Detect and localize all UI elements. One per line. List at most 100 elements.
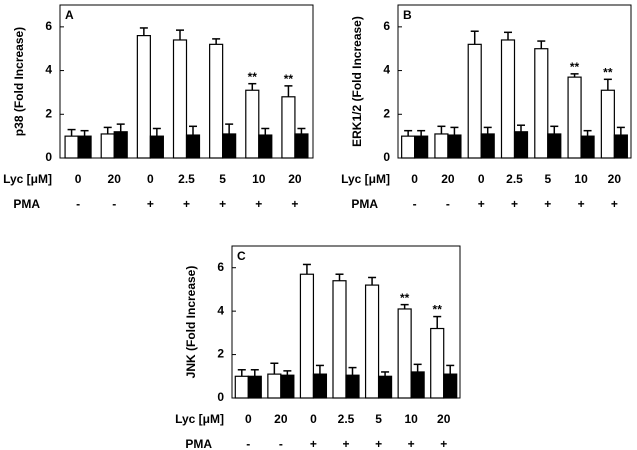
x-tick-label: + [147, 197, 154, 211]
bar [113, 131, 128, 159]
y-tick-label: 2 [383, 106, 390, 120]
x-tick-label: - [413, 197, 417, 211]
bar [377, 375, 393, 399]
bar [414, 135, 429, 159]
bar [430, 327, 445, 399]
bar [613, 134, 628, 159]
bar [443, 373, 458, 399]
bar [299, 273, 315, 399]
x-tick-label: 10 [574, 172, 588, 186]
x-tick-label: 10 [404, 412, 418, 426]
x-tick-label: 20 [608, 172, 622, 186]
x-tick-label: 20 [441, 172, 455, 186]
y-tick-label: 0 [45, 150, 52, 164]
panel-label: C [237, 249, 246, 263]
x-tick-label: 5 [375, 412, 382, 426]
y-tick-label: 0 [217, 390, 224, 404]
annotation: ** [570, 60, 580, 74]
x-tick-label: - [446, 197, 450, 211]
bar [410, 371, 425, 399]
x-tick-label: 2.5 [338, 412, 355, 426]
bar [434, 133, 449, 159]
x-tick-label: 0 [411, 172, 418, 186]
bar [513, 131, 529, 159]
x-tick-label: + [440, 437, 447, 450]
bar [234, 375, 249, 399]
bar [580, 135, 595, 159]
x-tick-label: + [255, 197, 262, 211]
bar [364, 284, 380, 399]
y-tick-label: 2 [45, 106, 52, 120]
annotation: ** [248, 70, 258, 84]
y-tick-label: 2 [217, 347, 224, 361]
bar [547, 133, 562, 159]
x-tick-label: 0 [245, 412, 252, 426]
bar [294, 133, 309, 159]
y-tick-label: 4 [45, 63, 52, 77]
x-tick-label: 0 [310, 412, 317, 426]
x-tick-label: + [578, 197, 585, 211]
bar [136, 34, 151, 159]
x-tick-label: + [478, 197, 485, 211]
bar [534, 48, 549, 159]
bar [258, 134, 273, 159]
bar [222, 133, 237, 159]
x-tick-label: + [611, 197, 618, 211]
x-row-label: PMA [351, 197, 378, 211]
y-tick-label: 6 [383, 19, 390, 33]
x-tick-label: + [183, 197, 190, 211]
y-tick-label: 6 [217, 260, 224, 274]
x-tick-label: + [511, 197, 518, 211]
bar [77, 135, 92, 159]
bar [267, 373, 282, 399]
x-tick-label: 5 [544, 172, 551, 186]
x-tick-label: + [310, 437, 317, 450]
x-row-label: PMA [13, 197, 40, 211]
x-row-label: PMA [185, 437, 212, 450]
bar [480, 133, 495, 159]
y-axis-label: JNK (Fold Increase) [184, 266, 198, 379]
x-tick-label: 5 [219, 172, 226, 186]
x-tick-label: + [375, 437, 382, 450]
x-tick-label: 10 [252, 172, 266, 186]
bar [401, 135, 416, 159]
x-tick-label: 0 [478, 172, 485, 186]
panel-label: B [403, 8, 412, 22]
y-axis-label: ERK1/2 (Fold Increase) [350, 16, 364, 147]
x-tick-label: + [342, 437, 349, 450]
x-tick-label: - [279, 437, 283, 450]
x-tick-label: - [246, 437, 250, 450]
bar [100, 133, 115, 159]
x-tick-label: 2.5 [506, 172, 523, 186]
x-tick-label: - [112, 197, 116, 211]
bar [397, 308, 412, 399]
bar [281, 96, 296, 159]
x-tick-label: 20 [288, 172, 302, 186]
bar [500, 39, 516, 159]
bar [209, 43, 224, 159]
x-tick-label: + [291, 197, 298, 211]
bar [447, 134, 462, 159]
bar [280, 374, 295, 399]
bar [332, 280, 347, 399]
bar [345, 374, 360, 399]
annotation: ** [433, 303, 443, 317]
y-tick-label: 4 [383, 63, 390, 77]
x-row-label: Lyc [μM] [175, 412, 224, 426]
annotation: ** [284, 72, 294, 86]
bar [245, 89, 260, 159]
bar [149, 135, 164, 159]
y-tick-label: 4 [217, 303, 224, 317]
y-axis-label: p38 (Fold Increase) [12, 27, 26, 136]
x-tick-label: 20 [108, 172, 122, 186]
annotation: ** [603, 65, 613, 79]
bar [247, 375, 262, 399]
x-tick-label: 20 [437, 412, 451, 426]
x-tick-label: 0 [147, 172, 154, 186]
x-tick-label: 0 [75, 172, 82, 186]
x-tick-label: + [219, 197, 226, 211]
annotation: ** [400, 291, 410, 305]
x-tick-label: + [408, 437, 415, 450]
y-tick-label: 6 [45, 19, 52, 33]
